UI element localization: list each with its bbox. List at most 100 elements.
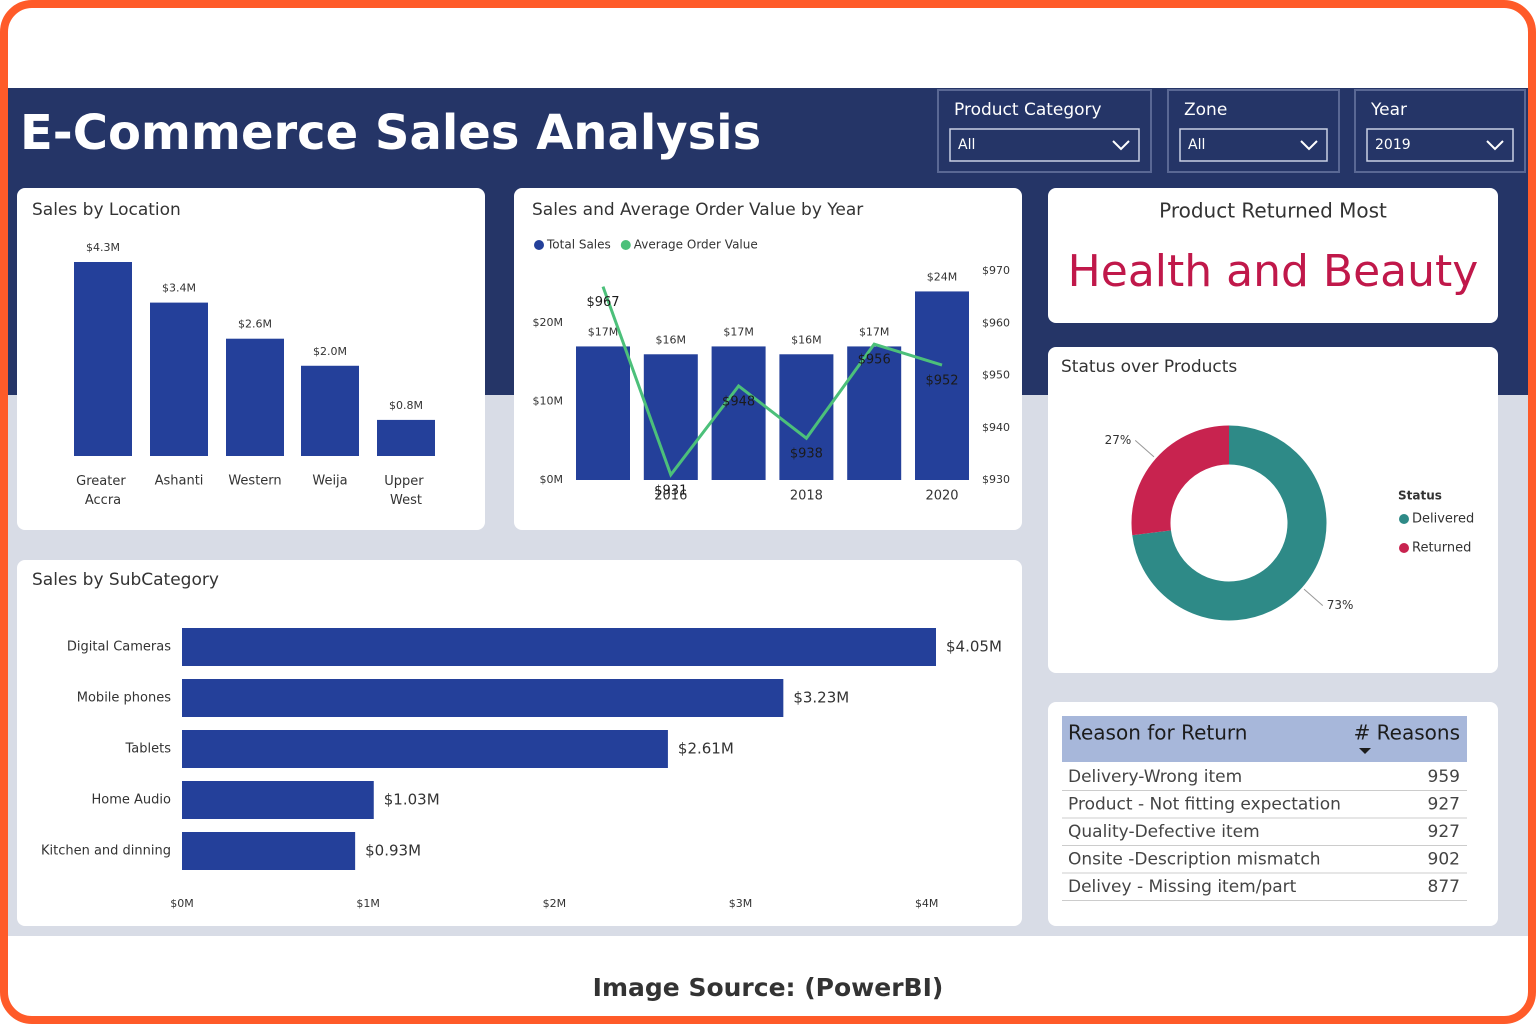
bar — [74, 262, 132, 456]
bar — [301, 365, 359, 456]
legend-label: Average Order Value — [634, 238, 758, 252]
bar — [711, 346, 766, 480]
card-title: Product Returned Most — [1159, 199, 1387, 223]
filter-dropdown[interactable] — [949, 128, 1140, 162]
bar — [182, 832, 356, 870]
filter-dropdown[interactable] — [1179, 128, 1328, 162]
table-cell: Quality-Defective item — [1068, 822, 1260, 842]
table-cell: 959 — [1428, 767, 1460, 787]
bar — [576, 346, 630, 480]
x-tick-label: 2018 — [790, 489, 823, 504]
data-label: $0.93M — [365, 842, 421, 860]
data-label: $952 — [925, 374, 958, 389]
legend-marker — [1399, 543, 1409, 553]
x-tick-label: 2020 — [925, 489, 958, 504]
legend-label: Delivered — [1412, 512, 1474, 527]
data-label: $948 — [722, 394, 755, 409]
data-label: $17M — [588, 325, 619, 338]
x-tick-label: $0M — [170, 897, 194, 910]
table-header-bg — [1062, 716, 1467, 762]
panel — [1048, 188, 1498, 323]
table-cell: Delivey - Missing item/part — [1068, 877, 1297, 897]
card-value: Health and Beauty — [1068, 246, 1479, 297]
data-label: $956 — [858, 353, 891, 368]
chart-title: Status over Products — [1061, 357, 1237, 377]
filter-dropdown[interactable] — [1366, 128, 1514, 162]
donut-segment — [1131, 425, 1230, 536]
legend-title: Status — [1398, 489, 1442, 503]
data-label: $0.8M — [389, 399, 423, 412]
dropdown-arrow — [1486, 140, 1504, 151]
x-tick-label: $3M — [729, 897, 753, 910]
filter-label: Zone — [1184, 100, 1227, 120]
filter-label: Product Category — [954, 100, 1102, 120]
data-label: $16M — [791, 333, 822, 346]
x-tick-label: $1M — [356, 897, 380, 910]
table-header: # Reasons — [1354, 721, 1460, 745]
table-cell: 902 — [1428, 850, 1460, 870]
legend-label: Returned — [1412, 541, 1471, 556]
filter-label: Year — [1370, 100, 1407, 120]
y-tick-label: $10M — [533, 394, 564, 407]
y2-tick-label: $950 — [982, 369, 1010, 382]
data-label: $16M — [656, 333, 687, 346]
sort-arrow — [1359, 748, 1371, 754]
legend-label: Total Sales — [546, 238, 611, 252]
data-label: $931 — [654, 483, 687, 498]
data-label: $3.4M — [162, 282, 196, 295]
filter-value: 2019 — [1375, 137, 1411, 153]
chart-title: Sales by Location — [32, 200, 181, 220]
leader-line — [1303, 588, 1324, 607]
filter-value: All — [1188, 137, 1205, 153]
x-tick-label: Greater Accra — [76, 474, 130, 508]
legend-marker — [1399, 514, 1409, 524]
dropdown-arrow — [1112, 140, 1130, 151]
filter-box — [937, 89, 1152, 173]
data-label: $967 — [586, 295, 619, 310]
x-tick-label: Upper West — [384, 474, 428, 508]
table-cell: Product - Not fitting expectation — [1068, 795, 1341, 815]
caption: Image Source: (PowerBI) — [593, 973, 944, 1002]
x-tick-label: 2016 — [654, 489, 687, 504]
data-label: $4.3M — [86, 241, 120, 254]
y-tick-label: Digital Cameras — [67, 640, 171, 655]
bar — [915, 291, 969, 480]
data-label: $3.23M — [793, 689, 849, 707]
legend-marker — [534, 240, 544, 250]
x-tick-label: Ashanti — [155, 474, 204, 489]
panel — [1048, 347, 1498, 673]
y-tick-label: $0M — [540, 473, 564, 486]
bar — [377, 419, 435, 456]
data-label: $2.6M — [238, 318, 272, 331]
table-cell: 877 — [1428, 877, 1460, 897]
bar — [150, 302, 208, 456]
table-cell: 927 — [1428, 822, 1460, 842]
filter-value: All — [958, 137, 975, 153]
legend-marker — [620, 240, 631, 250]
data-label: $2.61M — [678, 740, 734, 758]
x-tick-label: Weija — [312, 474, 347, 489]
bar — [779, 354, 834, 480]
bar — [182, 781, 374, 819]
leader-line — [1134, 439, 1155, 458]
data-label: $4.05M — [946, 638, 1002, 656]
y-tick-label: Mobile phones — [77, 691, 171, 706]
filter-box — [1167, 89, 1340, 173]
bar — [182, 730, 668, 768]
table-cell: Delivery-Wrong item — [1068, 767, 1242, 787]
y-tick-label: Home Audio — [92, 793, 172, 808]
y-tick-label: $20M — [533, 316, 564, 329]
table-header: Reason for Return — [1068, 721, 1247, 745]
data-label: $938 — [790, 447, 823, 462]
bar — [226, 338, 284, 456]
bar — [182, 679, 784, 717]
x-tick-label: $2M — [543, 897, 567, 910]
x-tick-label: Western — [228, 474, 281, 489]
data-label: 27% — [1105, 433, 1132, 447]
chart-title: Sales and Average Order Value by Year — [532, 200, 863, 220]
chart-title: Sales by SubCategory — [32, 570, 219, 590]
x-tick-label: $4M — [915, 897, 939, 910]
bar — [182, 628, 936, 666]
